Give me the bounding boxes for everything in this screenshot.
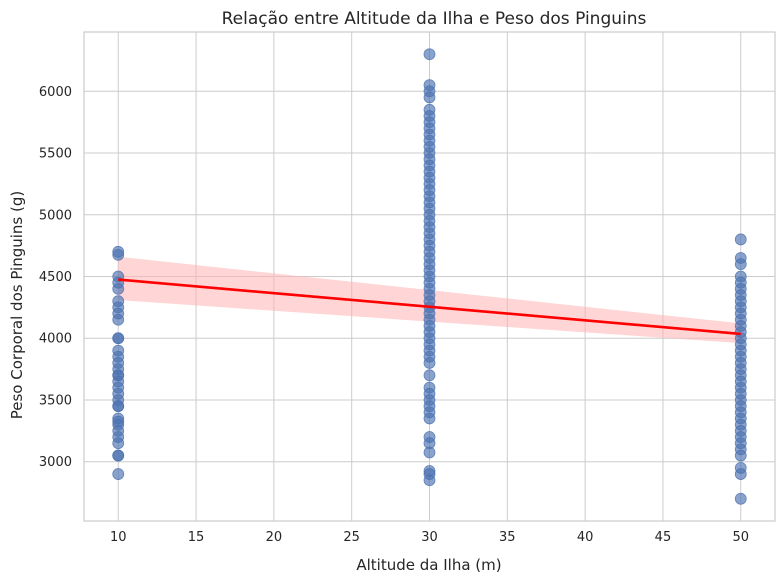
regression-line-layer (118, 278, 741, 336)
x-axis-label: Altitude da Ilha (m) (356, 556, 501, 574)
x-tick-label: 40 (577, 530, 594, 545)
y-tick-label: 6000 (39, 85, 72, 100)
y-tick-label: 4000 (39, 332, 72, 347)
data-point (112, 437, 125, 450)
y-tick-label: 5000 (39, 208, 72, 223)
y-tick-label: 5500 (39, 147, 72, 162)
data-point (734, 258, 747, 271)
data-point (734, 449, 747, 462)
data-point (112, 332, 125, 345)
x-tick-labels: 10 15 20 25 30 35 40 45 50 (110, 530, 749, 545)
data-point (734, 492, 747, 505)
data-point (734, 233, 747, 246)
data-point (112, 468, 125, 480)
x-tick-label: 45 (655, 530, 672, 545)
data-point (423, 446, 436, 459)
x-tick-label: 35 (499, 530, 516, 545)
y-tick-label: 4500 (39, 270, 72, 285)
x-tick-label: 10 (110, 530, 127, 545)
data-point (423, 48, 436, 61)
data-point (112, 282, 125, 295)
data-point (423, 91, 436, 104)
data-point (734, 468, 747, 480)
y-tick-label: 3500 (39, 393, 72, 408)
points-layer (112, 48, 747, 505)
data-point (423, 357, 436, 369)
y-tick-label: 3000 (39, 455, 72, 470)
x-tick-label: 25 (343, 530, 360, 545)
regression-line (118, 278, 741, 336)
data-point (112, 449, 125, 462)
data-point (112, 400, 125, 413)
data-point (112, 313, 125, 326)
y-tick-labels: 3000 3500 4000 4500 5000 5500 6000 (39, 85, 72, 470)
data-point (423, 474, 436, 487)
plot-frame (83, 31, 776, 522)
data-point (423, 369, 436, 382)
chart-title: Relação entre Altitude da Ilha e Peso do… (222, 9, 647, 29)
x-tick-label: 20 (266, 530, 283, 545)
data-point (423, 412, 436, 425)
data-point (112, 248, 125, 261)
x-tick-label: 30 (421, 530, 438, 545)
y-axis-label: Peso Corporal dos Pinguins (g) (8, 191, 26, 420)
x-tick-label: 50 (732, 530, 749, 545)
x-tick-label: 15 (188, 530, 205, 545)
